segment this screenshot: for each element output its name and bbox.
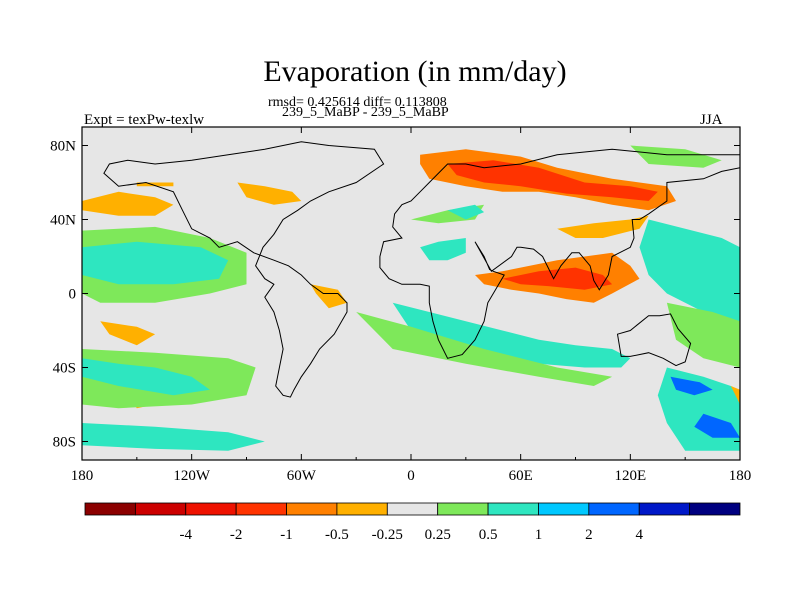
- anomaly-region-12: [557, 215, 649, 238]
- anomaly-region-22: [670, 376, 713, 396]
- anomaly-regions: [82, 145, 740, 451]
- chart-title: Evaporation (in mm/day): [263, 55, 567, 88]
- anomaly-region-18: [82, 423, 265, 451]
- x-tick-label: 120W: [173, 468, 211, 484]
- x-tick-label: 60W: [287, 468, 317, 484]
- colorbar-label: 2: [585, 527, 593, 543]
- colorbar-label: 0.25: [425, 527, 451, 543]
- colorbar-label: -0.5: [325, 527, 349, 543]
- colorbar-swatch: [689, 502, 741, 516]
- colorbar-swatch: [638, 502, 691, 516]
- colorbar-swatch: [286, 502, 338, 516]
- colorbar-label: -1: [280, 527, 293, 543]
- colorbar-label: 1: [535, 527, 543, 543]
- x-axis: 180 120W 60W 0 60E 120E 180: [71, 127, 752, 484]
- anomaly-region-28: [447, 204, 485, 220]
- colorbar-label: -4: [180, 527, 193, 543]
- anomaly-region-23: [694, 413, 740, 438]
- y-tick-label: 80N: [50, 139, 76, 155]
- colorbar-swatch: [336, 502, 388, 516]
- anomaly-region-20: [666, 302, 740, 368]
- anomaly-region-5: [136, 182, 174, 187]
- colorbar-label: -2: [230, 527, 243, 543]
- y-tick-label: 40S: [53, 361, 76, 377]
- anomaly-region-19: [639, 219, 740, 331]
- colorbar-swatch: [386, 502, 439, 516]
- colorbar-swatch: [487, 502, 539, 516]
- x-tick-label: 180: [729, 468, 752, 484]
- x-tick-label: 180: [71, 468, 94, 484]
- colorbar: -4 -2 -1 -0.5 -0.25 0.25 0.5 1 2 4: [84, 502, 741, 543]
- colorbar-swatch: [235, 502, 287, 516]
- continent-americas: [103, 141, 385, 398]
- continent-afro-eurasia: [379, 148, 740, 359]
- anomaly-region-17: [82, 358, 210, 396]
- y-tick-label: 80S: [53, 435, 76, 451]
- colorbar-swatch: [538, 502, 590, 516]
- colorbar-swatch: [185, 502, 237, 516]
- colorbar-label: 0.5: [479, 527, 498, 543]
- x-tick-label: 120E: [614, 468, 646, 484]
- anomaly-region-29: [630, 145, 722, 168]
- anomaly-region-9: [447, 160, 658, 201]
- continent-outlines: [103, 141, 740, 398]
- anomaly-region-15: [82, 241, 229, 285]
- experiment-label: Expt = texPw-texlw: [84, 112, 205, 128]
- colorbar-swatch: [437, 502, 489, 516]
- y-tick-label: 40N: [50, 213, 76, 229]
- anomaly-region-25: [356, 312, 613, 386]
- y-axis: 80N 40N 0 40S 80S: [50, 139, 740, 451]
- anomaly-region-7: [237, 182, 302, 205]
- stats-line: rmsd= 0.425614 diff= 0.113808: [268, 95, 447, 110]
- colorbar-label: 4: [635, 527, 643, 543]
- colorbar-swatch: [588, 502, 640, 516]
- anomaly-region-24: [392, 302, 631, 368]
- subtitle-line: 239_5_MaBP - 239_5_MaBP: [282, 105, 449, 120]
- season-label: JJA: [700, 112, 723, 128]
- anomaly-region-26: [420, 238, 466, 261]
- x-tick-label: 0: [407, 468, 415, 484]
- y-tick-label: 0: [69, 287, 77, 303]
- anomaly-region-3: [100, 321, 156, 346]
- continent-australia: [616, 313, 692, 367]
- anomaly-region-11: [502, 267, 613, 290]
- colorbar-label: -0.25: [372, 527, 403, 543]
- x-tick-label: 60E: [509, 468, 533, 484]
- colorbar-swatch: [134, 502, 187, 516]
- anomaly-region-0: [82, 191, 174, 216]
- colorbar-swatch: [84, 502, 136, 516]
